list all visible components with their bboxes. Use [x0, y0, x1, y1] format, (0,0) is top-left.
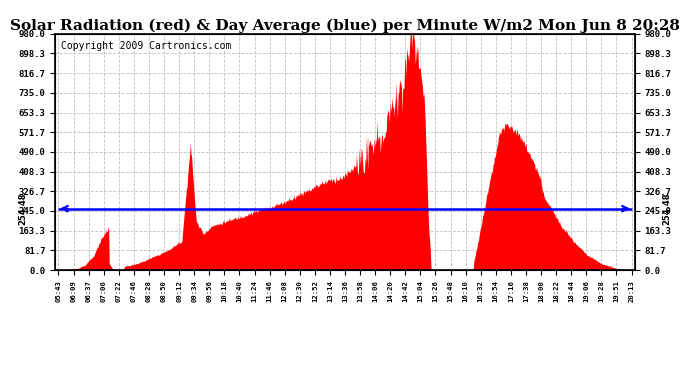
Title: Solar Radiation (red) & Day Average (blue) per Minute W/m2 Mon Jun 8 20:28: Solar Radiation (red) & Day Average (blu…: [10, 18, 680, 33]
Text: 254.48: 254.48: [662, 192, 671, 225]
Text: 254.48: 254.48: [19, 192, 28, 225]
Text: Copyright 2009 Cartronics.com: Copyright 2009 Cartronics.com: [61, 41, 231, 51]
